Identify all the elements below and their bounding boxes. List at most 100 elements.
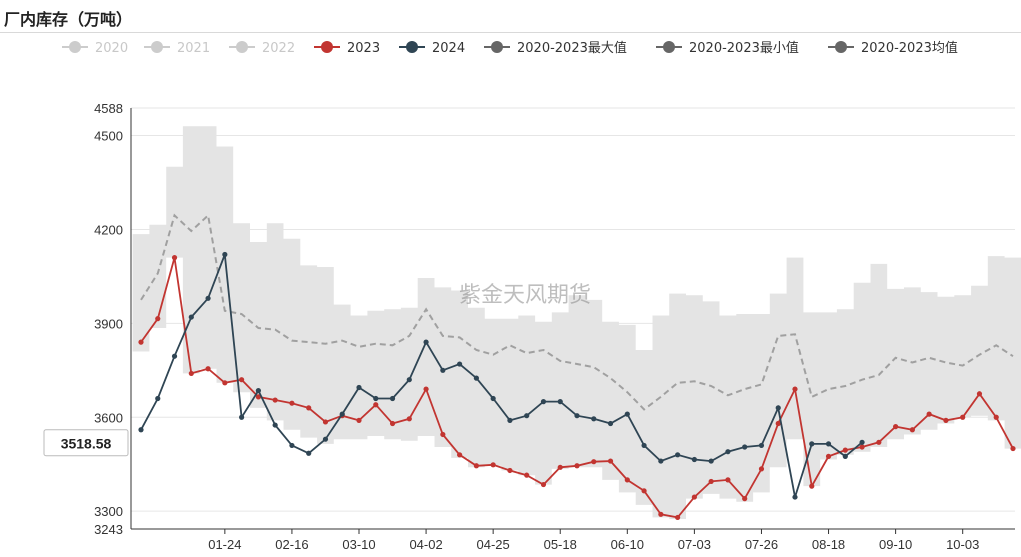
series-2023-point (876, 439, 882, 445)
series-2023-point (322, 419, 329, 425)
x-tick-label: 02-16 (275, 537, 308, 552)
series-2023-point (389, 420, 396, 427)
series-2023-point (255, 394, 261, 400)
series-2023-point (708, 478, 714, 485)
legend-label: 2020-2023最小值 (689, 40, 799, 56)
series-2023-point (825, 453, 832, 459)
legend-swatch-marker (663, 41, 675, 53)
series-2024-point (658, 458, 664, 464)
series-2023-point (976, 391, 983, 397)
series-2023-point (993, 414, 999, 420)
y-tick-label: 4588 (94, 101, 123, 116)
series-2024-line (140, 254, 863, 498)
y-tick-label: 4500 (94, 129, 123, 144)
series-mean-line (140, 213, 1014, 411)
series-2024-point (155, 395, 161, 402)
series-2023-point (457, 452, 463, 458)
series-2023-point (557, 464, 563, 470)
legend-item-2021[interactable]: 2021 (144, 41, 210, 56)
series-2023-point (792, 386, 798, 392)
chart-legend[interactable]: 2020 2021 2022 2023 2024 2020-2023最大值 2020-202… (62, 40, 958, 56)
series-2023-point (155, 316, 161, 322)
series-2023-point (188, 370, 194, 377)
series-2023-point (909, 427, 915, 433)
crosshair-labels: 3518.58 (43, 429, 129, 457)
series-2023-point (1010, 445, 1016, 452)
series-2023-point (272, 397, 278, 403)
legend-swatch-marker (491, 41, 503, 53)
legend-swatch-marker (236, 41, 248, 53)
series-2024-point (725, 449, 731, 455)
series-2024-point (406, 377, 412, 383)
series-2023-point (943, 417, 949, 423)
series-2023-point (641, 488, 647, 494)
series-2023-point (171, 255, 178, 261)
series-2024-point (859, 439, 865, 445)
legend-label: 2023 (347, 41, 380, 56)
x-tick-label: 03-10 (342, 537, 375, 552)
series-2024-point (322, 436, 329, 442)
legend-swatch-marker (151, 41, 163, 53)
legend-item-2023[interactable]: 2023 (314, 41, 380, 56)
series-2023-point (574, 463, 580, 469)
series-2024-point (557, 399, 563, 405)
range-area (132, 126, 1021, 519)
series-2024-point (507, 417, 513, 423)
legend-item-2020-2023最小值[interactable]: 2020-2023最小值 (656, 40, 799, 56)
title-divider (0, 32, 1021, 33)
series-2023-point (540, 481, 547, 488)
series-2023-point (524, 472, 530, 478)
series-2024-point (775, 405, 781, 411)
y-tick-label: 4200 (94, 222, 123, 237)
series-2024-point (607, 420, 614, 427)
series-2024-point (792, 494, 798, 500)
series-2024-point (339, 411, 345, 417)
series-2024-point (758, 442, 765, 449)
series-2023-point (758, 466, 765, 472)
series-2024-point (691, 456, 697, 463)
chart-title: 厂内库存（万吨） (4, 10, 133, 29)
series-2024-point (440, 367, 446, 373)
series-2024-point (708, 458, 714, 464)
legend-swatch-marker (835, 41, 847, 53)
x-tick-label: 10-03 (946, 537, 979, 552)
series-2023-point (423, 386, 429, 392)
legend-label: 2022 (262, 41, 295, 56)
series-2024-point (809, 441, 815, 447)
series-2024-point (641, 442, 647, 449)
x-tick-label: 08-18 (812, 537, 845, 552)
series-2024-point (289, 442, 295, 449)
legend-item-2020-2023最大值[interactable]: 2020-2023最大值 (484, 40, 627, 56)
series-2023-point (926, 411, 932, 417)
y-tick-label: 3600 (94, 410, 123, 425)
legend-item-2020-2023均值[interactable]: 2020-2023均值 (828, 40, 958, 56)
legend-label: 2020-2023均值 (861, 40, 958, 56)
series-2024-point (825, 441, 832, 447)
series-2023-point (624, 477, 630, 483)
legend-item-2022[interactable]: 2022 (229, 41, 295, 56)
series-2024-point (675, 452, 681, 458)
series-2024-point (591, 416, 597, 422)
series-2024-point (255, 388, 261, 394)
series-2024-point (188, 314, 194, 320)
legend-item-2024[interactable]: 2024 (399, 41, 465, 56)
legend-label: 2020 (95, 41, 128, 56)
legend-label: 2021 (177, 41, 210, 56)
series-2024-point (574, 413, 580, 419)
series-2023-point (725, 477, 731, 483)
series-2023-point (691, 494, 697, 500)
crosshair-y-label: 3518.58 (61, 436, 112, 452)
series-2024-point (473, 375, 479, 381)
series-2023-point (406, 416, 412, 422)
series-2024-point (272, 422, 278, 428)
legend-item-2020[interactable]: 2020 (62, 41, 128, 56)
series-2023-point (373, 402, 379, 408)
y-tick-label: 3243 (94, 522, 123, 537)
min-max-range-band (132, 126, 1021, 519)
series-2023-point (842, 447, 848, 453)
x-tick-label: 01-24 (208, 537, 241, 552)
series-2024-point (138, 427, 144, 433)
legend-swatch-marker (321, 41, 333, 53)
legend-label: 2024 (432, 41, 465, 56)
series-2024-point (389, 395, 396, 402)
